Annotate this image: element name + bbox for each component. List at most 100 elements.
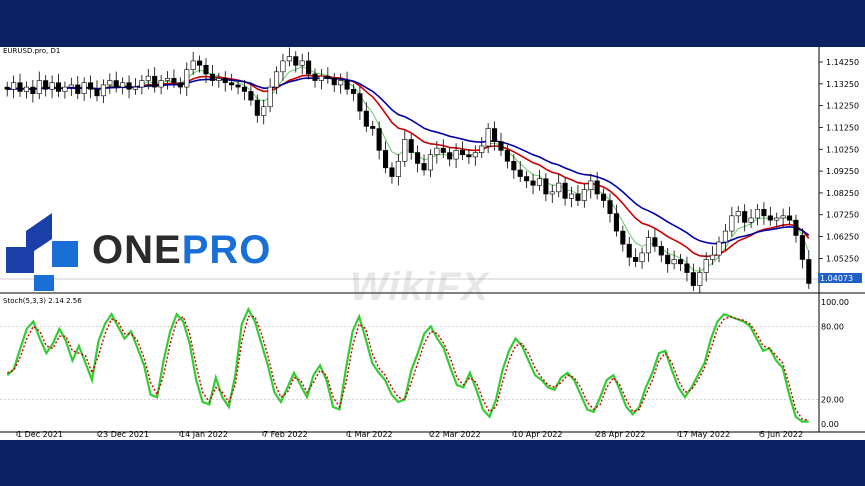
candle-body [690, 272, 696, 286]
onepro-logo [4, 213, 264, 293]
stoch-tick-label: 100.00 [821, 298, 849, 307]
candle-body [716, 241, 722, 256]
candle-body [107, 80, 113, 86]
candle-body [517, 169, 523, 177]
candle-body [318, 75, 324, 81]
candle-body [524, 176, 530, 182]
candle-body [543, 178, 549, 195]
candle-body [389, 167, 395, 177]
time-tick-label: 7 Feb 2022 [263, 430, 308, 439]
stoch-tick-label: 80.00 [821, 322, 844, 331]
candle-body [780, 215, 786, 219]
candle-body [761, 208, 767, 217]
time-tick-label: 14 Jan 2022 [180, 430, 228, 439]
candle-body [453, 150, 459, 160]
time-tick-label: 1 Dec 2021 [17, 430, 63, 439]
candle-body [440, 147, 446, 153]
price-tick-label: 1.07250 [826, 211, 859, 220]
candle-body [485, 128, 491, 147]
candle-body [562, 182, 568, 199]
candle-body [81, 82, 87, 94]
stoch-tick-label: 0.00 [821, 420, 839, 429]
candle-body [261, 106, 267, 116]
candle-body [286, 56, 292, 62]
candle-body [787, 215, 793, 221]
candle-body [152, 75, 158, 88]
candle-body [11, 82, 17, 90]
time-tick-label: 5 Jun 2022 [760, 430, 803, 439]
stoch-signal-line [7, 315, 809, 421]
candle-body [581, 189, 587, 201]
bottom-frame [0, 440, 865, 486]
candle-body [363, 110, 369, 127]
candle-body [267, 86, 273, 108]
price-tick-label: 1.11250 [826, 123, 859, 132]
candle-body [197, 60, 203, 66]
candle-body [742, 211, 748, 223]
candle-body [549, 191, 555, 195]
candle-body [536, 178, 543, 186]
candle-body [126, 82, 132, 90]
candle-body [498, 141, 504, 151]
candle-body [395, 160, 401, 177]
candle-body [568, 193, 575, 199]
candle-body [754, 208, 761, 219]
price-tick-label: 1.12250 [826, 102, 859, 111]
candle-body [684, 263, 690, 273]
candle-body [209, 73, 215, 81]
time-tick-label: 1 Mar 2022 [347, 430, 393, 439]
candle-body [36, 80, 42, 94]
candle-body [120, 82, 126, 88]
onepro-wordmark: ONEPRO [92, 228, 271, 273]
candle-body [556, 182, 562, 193]
axis-layer: 1.14250 1.13250 1.12250 1.11250 1.10250 1.092… [16, 58, 859, 439]
candle-body [350, 88, 357, 94]
candle-body [472, 152, 478, 158]
candle-body [748, 217, 754, 223]
candle-body [254, 99, 260, 116]
candle-body [23, 86, 29, 92]
candle-body [658, 246, 664, 256]
candle-body [280, 60, 286, 73]
candle-body [49, 82, 55, 90]
candle-body [594, 180, 600, 195]
candle-body [492, 128, 498, 142]
candle-body [703, 259, 709, 273]
candle-body [100, 84, 106, 97]
candle-body [459, 150, 466, 156]
candle-body [139, 80, 145, 88]
candle-body [613, 213, 619, 232]
candle-body [177, 82, 183, 88]
candle-body [190, 60, 196, 70]
symbol-label: EURUSD.pro, D1 [3, 47, 60, 55]
onepro-logo-mark [6, 213, 78, 291]
candle-body [774, 217, 780, 221]
price-tick-label: 1.09250 [826, 167, 859, 176]
price-tick-label: 1.05250 [826, 254, 859, 263]
candle-body [171, 78, 177, 84]
candle-body [376, 128, 382, 151]
price-tick-label: 1.06250 [826, 233, 859, 242]
candle-body [306, 60, 312, 75]
candle-body [325, 75, 331, 79]
candle-body [601, 193, 607, 201]
candle-body [710, 254, 716, 260]
candles-layer [4, 47, 812, 293]
candle-body [793, 219, 799, 236]
current-price-text: 1.04073 [820, 274, 853, 283]
stochastic-layer [6, 306, 809, 423]
candle-body [94, 88, 100, 97]
candle-body [216, 78, 222, 81]
stoch-label: Stoch(5,3,3) 2.14 2.56 [3, 297, 82, 305]
candle-body [607, 200, 613, 214]
candle-body [344, 80, 350, 90]
candle-body [88, 82, 94, 90]
candle-body [722, 230, 728, 243]
candle-body [652, 237, 658, 247]
candle-body [229, 82, 235, 86]
price-tick-label: 1.14250 [826, 58, 859, 67]
candle-body [55, 82, 62, 92]
candle-body [421, 163, 427, 171]
candle-body [677, 259, 684, 265]
candle-body [293, 56, 299, 66]
